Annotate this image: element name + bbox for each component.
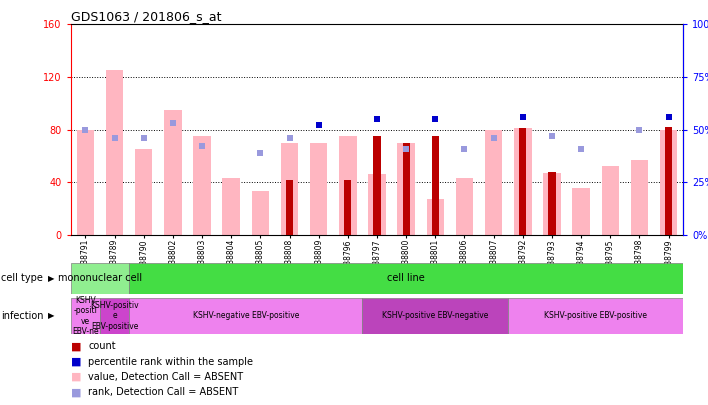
Text: KSHV-positive EBV-negative: KSHV-positive EBV-negative xyxy=(382,311,489,320)
Text: rank, Detection Call = ABSENT: rank, Detection Call = ABSENT xyxy=(88,388,239,397)
Text: ▶: ▶ xyxy=(47,311,55,320)
Bar xyxy=(548,172,556,235)
Bar xyxy=(665,127,673,235)
Text: infection: infection xyxy=(1,311,44,321)
Bar xyxy=(129,298,362,334)
Bar xyxy=(100,298,129,334)
Bar xyxy=(543,173,561,235)
Bar xyxy=(373,136,381,235)
Bar xyxy=(456,178,473,235)
Text: count: count xyxy=(88,341,116,351)
Bar xyxy=(222,178,240,235)
Bar xyxy=(403,143,410,235)
Text: KSHV
-positi
ve
EBV-ne: KSHV -positi ve EBV-ne xyxy=(72,296,98,336)
Bar xyxy=(193,136,211,235)
Text: mononuclear cell: mononuclear cell xyxy=(58,273,142,283)
Text: ■: ■ xyxy=(71,372,81,382)
Bar xyxy=(602,166,619,235)
Bar xyxy=(362,298,508,334)
Text: ■: ■ xyxy=(71,388,81,397)
Bar xyxy=(105,70,123,235)
Text: cell type: cell type xyxy=(1,273,43,283)
Text: cell line: cell line xyxy=(387,273,425,283)
Bar xyxy=(71,263,129,294)
Bar xyxy=(344,180,351,235)
Bar xyxy=(485,130,503,235)
Bar xyxy=(339,136,357,235)
Bar xyxy=(660,130,678,235)
Bar xyxy=(129,263,683,294)
Bar xyxy=(135,149,152,235)
Bar xyxy=(286,180,293,235)
Bar xyxy=(631,160,649,235)
Text: percentile rank within the sample: percentile rank within the sample xyxy=(88,357,253,367)
Bar xyxy=(572,188,590,235)
Bar xyxy=(281,143,298,235)
Bar xyxy=(427,199,444,235)
Bar xyxy=(251,192,269,235)
Bar xyxy=(76,130,94,235)
Bar xyxy=(519,128,527,235)
Text: GDS1063 / 201806_s_at: GDS1063 / 201806_s_at xyxy=(71,10,222,23)
Text: KSHV-negative EBV-positive: KSHV-negative EBV-positive xyxy=(193,311,299,320)
Bar xyxy=(432,136,439,235)
Bar xyxy=(71,298,100,334)
Bar xyxy=(368,174,386,235)
Text: ■: ■ xyxy=(71,357,81,367)
Text: value, Detection Call = ABSENT: value, Detection Call = ABSENT xyxy=(88,372,244,382)
Bar xyxy=(514,128,532,235)
Text: ■: ■ xyxy=(71,341,81,351)
Text: ▶: ▶ xyxy=(47,274,55,283)
Text: KSHV-positiv
e
EBV-positive: KSHV-positiv e EBV-positive xyxy=(90,301,139,331)
Bar xyxy=(397,143,415,235)
Bar xyxy=(508,298,683,334)
Text: KSHV-positive EBV-positive: KSHV-positive EBV-positive xyxy=(544,311,647,320)
Bar xyxy=(164,110,182,235)
Bar xyxy=(310,143,327,235)
